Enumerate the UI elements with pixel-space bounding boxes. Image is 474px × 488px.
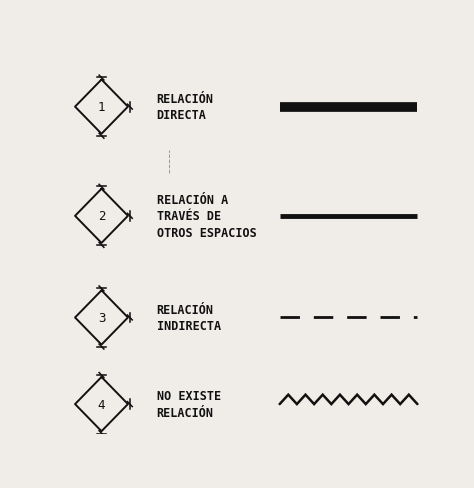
Text: NO EXISTE
RELACIÓN: NO EXISTE RELACIÓN bbox=[156, 389, 221, 419]
Text: RELACIÓN A
TRAVÉS DE
OTROS ESPACIOS: RELACIÓN A TRAVÉS DE OTROS ESPACIOS bbox=[156, 193, 256, 239]
Text: 3: 3 bbox=[98, 311, 105, 325]
Text: RELACIÓN
DIRECTA: RELACIÓN DIRECTA bbox=[156, 93, 214, 122]
Text: 4: 4 bbox=[98, 398, 105, 411]
Text: 1: 1 bbox=[98, 101, 105, 114]
Text: RELACIÓN
INDIRECTA: RELACIÓN INDIRECTA bbox=[156, 303, 221, 332]
Text: 2: 2 bbox=[98, 210, 105, 223]
